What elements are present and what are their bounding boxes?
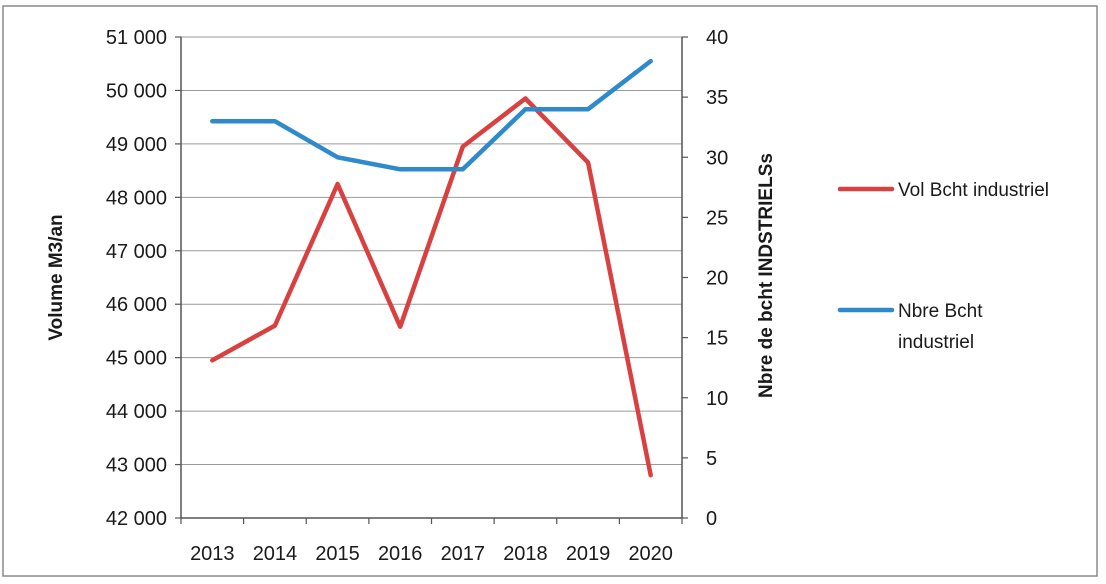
legend-label: industriel bbox=[898, 332, 974, 353]
y-left-tick-label: 43 000 bbox=[106, 455, 167, 477]
y-axis-right-title: Nbre de bcht INDSTRIELSs bbox=[756, 153, 777, 398]
legend-label: Nbre Bcht bbox=[898, 301, 983, 322]
y-right-tick-label: 25 bbox=[706, 207, 728, 229]
y-left-tick-label: 50 000 bbox=[106, 80, 167, 102]
series-lines bbox=[210, 58, 653, 478]
y-left-tick-label: 42 000 bbox=[106, 508, 167, 530]
x-tick-label: 2018 bbox=[503, 543, 548, 565]
y-left-tick-label: 51 000 bbox=[106, 27, 167, 49]
x-tick-label: 2014 bbox=[253, 543, 298, 565]
legend: Vol Bcht industriel Nbre Bcht industriel bbox=[837, 180, 1049, 353]
axes: 42 000 43 000 44 000 45 000 46 000 47 000 48 0… bbox=[46, 27, 777, 565]
series-line-nbre-bcht-industriel bbox=[210, 58, 653, 172]
x-tick-label: 2013 bbox=[190, 543, 235, 565]
x-tick-label: 2015 bbox=[315, 543, 360, 565]
y-left-tick-label: 49 000 bbox=[106, 134, 167, 156]
series-line-vol-bcht-industriel bbox=[210, 96, 653, 478]
y-right-tick-label: 5 bbox=[706, 448, 717, 470]
gridlines bbox=[181, 36, 682, 519]
x-tick-label: 2016 bbox=[378, 543, 423, 565]
y-right-tick-label: 40 bbox=[706, 27, 728, 49]
y-right-tick-label: 0 bbox=[706, 508, 717, 530]
y-left-tick-label: 48 000 bbox=[106, 187, 167, 209]
y-axis-left-title: Volume M3/an bbox=[46, 214, 67, 340]
y-right-tick-label: 20 bbox=[706, 268, 728, 290]
chart-frame bbox=[2, 5, 1098, 577]
x-tick-label: 2020 bbox=[628, 543, 673, 565]
y-right-tick-label: 35 bbox=[706, 87, 728, 109]
y-left-tick-label: 46 000 bbox=[106, 294, 167, 316]
y-left-tick-label: 47 000 bbox=[106, 241, 167, 263]
y-right-tick-label: 10 bbox=[706, 388, 728, 410]
legend-label: Vol Bcht industriel bbox=[898, 180, 1049, 201]
y-right-tick-label: 15 bbox=[706, 328, 728, 350]
y-left-tick-label: 45 000 bbox=[106, 348, 167, 370]
y-left-tick-label: 44 000 bbox=[106, 401, 167, 423]
y-right-tick-label: 30 bbox=[706, 147, 728, 169]
x-tick-label: 2017 bbox=[441, 543, 486, 565]
x-tick-label: 2019 bbox=[566, 543, 611, 565]
